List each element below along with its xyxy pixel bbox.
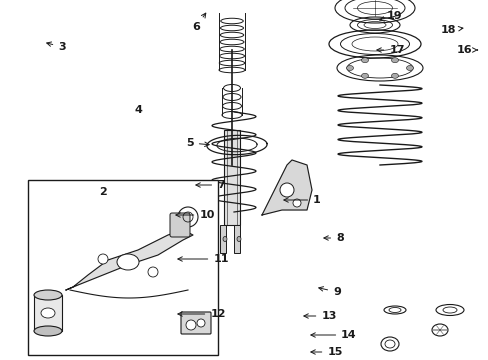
- Text: 2: 2: [99, 187, 107, 197]
- Bar: [234, 225, 240, 253]
- Ellipse shape: [185, 320, 196, 330]
- Ellipse shape: [361, 73, 368, 78]
- Ellipse shape: [41, 308, 55, 318]
- Ellipse shape: [148, 267, 158, 277]
- Text: 4: 4: [134, 105, 142, 115]
- Text: 5: 5: [186, 138, 209, 148]
- Ellipse shape: [34, 326, 62, 336]
- Text: 11: 11: [178, 254, 228, 264]
- Text: 6: 6: [192, 13, 205, 32]
- Ellipse shape: [178, 207, 198, 227]
- Text: 1: 1: [283, 195, 320, 205]
- Text: 13: 13: [303, 311, 336, 321]
- Bar: [34, 295, 62, 331]
- Text: 3: 3: [47, 42, 66, 52]
- Text: 17: 17: [376, 45, 404, 55]
- Ellipse shape: [391, 73, 398, 78]
- Ellipse shape: [98, 254, 108, 264]
- Ellipse shape: [280, 183, 293, 197]
- Ellipse shape: [391, 58, 398, 63]
- Ellipse shape: [361, 58, 368, 63]
- Text: 16: 16: [455, 45, 476, 55]
- Text: 12: 12: [178, 309, 225, 319]
- Text: 14: 14: [310, 330, 356, 340]
- Polygon shape: [66, 230, 193, 290]
- Ellipse shape: [346, 66, 353, 71]
- Text: 9: 9: [318, 287, 340, 297]
- Ellipse shape: [197, 319, 204, 327]
- Ellipse shape: [292, 199, 301, 207]
- Bar: [224, 130, 240, 225]
- FancyBboxPatch shape: [170, 213, 190, 237]
- Text: 18: 18: [439, 25, 462, 35]
- Ellipse shape: [237, 237, 241, 242]
- Text: 15: 15: [310, 347, 342, 357]
- Ellipse shape: [34, 290, 62, 300]
- FancyBboxPatch shape: [181, 312, 210, 334]
- Ellipse shape: [406, 66, 413, 71]
- Polygon shape: [262, 160, 311, 215]
- Text: 8: 8: [323, 233, 343, 243]
- Bar: [220, 225, 225, 253]
- Text: 7: 7: [196, 180, 224, 190]
- Text: 10: 10: [176, 210, 214, 220]
- Bar: [28, 180, 218, 355]
- Ellipse shape: [117, 254, 139, 270]
- Ellipse shape: [223, 237, 226, 242]
- Text: 19: 19: [379, 11, 402, 21]
